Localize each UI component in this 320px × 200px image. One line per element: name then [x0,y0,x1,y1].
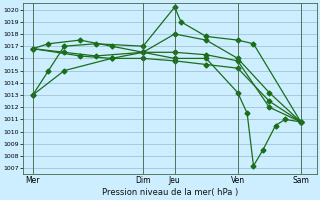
X-axis label: Pression niveau de la mer( hPa ): Pression niveau de la mer( hPa ) [102,188,238,197]
